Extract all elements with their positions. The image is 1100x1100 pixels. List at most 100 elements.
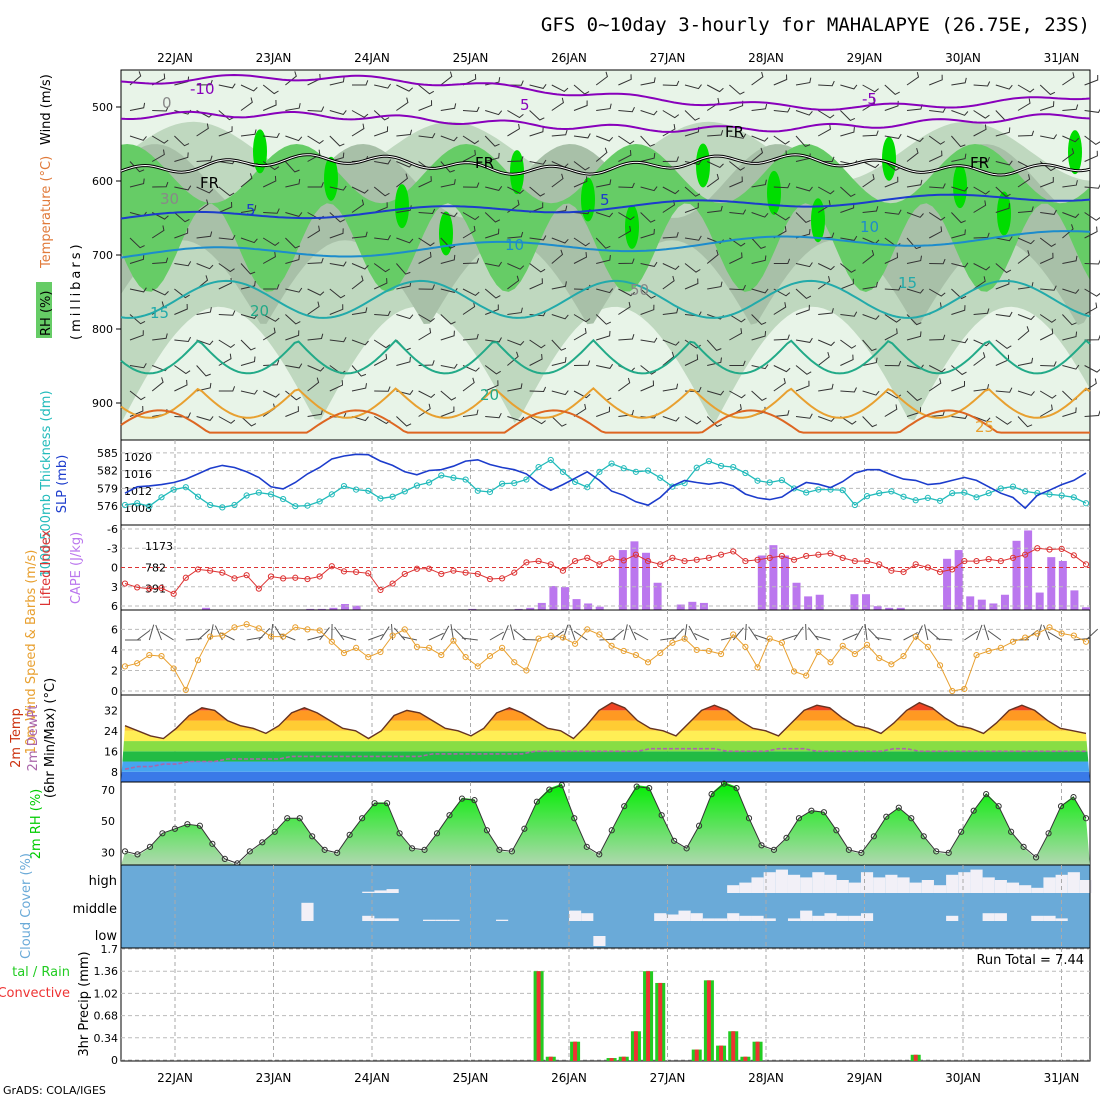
wind-barb (884, 252, 899, 264)
wind10m-speed-line-point (255, 625, 262, 632)
wind-barb (307, 377, 320, 392)
contour-labels: -10 5 -5 FR 5 10 15 20 25 50 30 0 FR FR FR 5 10 15 20 (150, 80, 994, 436)
cloud-cell (362, 915, 375, 921)
wind10m-barb (148, 624, 155, 641)
contour-label: FR (200, 174, 219, 192)
cloud-cell (1079, 880, 1093, 893)
wind-barb (729, 209, 747, 215)
wind-barb (928, 150, 943, 162)
rh2m-line-point (458, 795, 466, 802)
lifted-axis-label: Lifted Index (39, 529, 54, 606)
cape-bar (584, 603, 593, 610)
y-tick-label: 50 (101, 815, 115, 828)
lifted-index-line-point (815, 551, 822, 558)
wind-barb (729, 390, 746, 399)
wind10m-barb (983, 624, 990, 641)
wind-barb (174, 135, 190, 147)
lifted-index-line-point (353, 568, 360, 576)
precip-conv-bar (706, 980, 711, 1061)
wind-barb (396, 416, 412, 427)
wind-barb (484, 365, 501, 375)
wind-barb (1039, 390, 1057, 399)
cape-axis-label: CAPE (J/kg) (69, 532, 84, 604)
bottom-date-label: 26JAN (551, 1071, 587, 1085)
thickness-line-point (219, 504, 226, 511)
wind-barb (1062, 407, 1077, 417)
wind-barb (662, 351, 675, 366)
top-date-label: 29JAN (847, 51, 883, 65)
cape-bar (792, 582, 801, 610)
wind10m-speed-line-point (851, 650, 858, 658)
wind-barb (485, 261, 503, 267)
wind-barb (951, 110, 969, 116)
wind-barb (640, 304, 655, 315)
wind-barb (551, 97, 564, 111)
wind-barb (596, 179, 612, 188)
lifted-index-line-point (924, 564, 931, 571)
wind-barb (396, 314, 414, 320)
wind-barb (573, 237, 590, 247)
top-date-label: 25JAN (453, 51, 489, 65)
rh2m-line-point (184, 821, 191, 828)
temp-bands (121, 702, 1090, 782)
rh2m-line-point (795, 815, 803, 822)
wind-barb (573, 403, 587, 417)
wind10m-barb (1085, 628, 1099, 641)
wind-barb (551, 390, 569, 396)
wind-barb (440, 314, 456, 325)
cape-bar (954, 550, 963, 610)
wind10m-barb (562, 624, 569, 641)
top-date-axis: 22JAN 22JAN 23JAN 23JAN 24JAN 24JAN 25JAN 25JAN… (157, 51, 1079, 1085)
top-date-label: 22JAN (157, 51, 193, 65)
contour-label: -10 (190, 80, 215, 98)
rh2m-line-point (483, 827, 491, 834)
wind10m-speed-line-point (754, 664, 761, 671)
precip-conv-bar (633, 1031, 638, 1061)
wind-barb (196, 199, 209, 213)
wind10m-speed-line-point (401, 626, 408, 633)
wind-barb (329, 304, 344, 315)
cloud-panel: low middle high Cloud Cover (%) (19, 853, 1093, 959)
cloud-cell (982, 913, 995, 921)
cloud-cell (714, 918, 728, 921)
rh2m-line-point (346, 831, 353, 838)
wind-barb (218, 339, 235, 349)
wind10m-speed-line-point (644, 659, 652, 666)
wind-barb (618, 74, 632, 86)
wind-barb (440, 288, 458, 293)
wind-barb (884, 360, 902, 367)
cloud-cell (496, 919, 509, 921)
upper-left-labels: RH (%) Temperature (°C) Wind (m/s) (mill… (36, 74, 84, 340)
contour-label: 30 (160, 190, 179, 208)
y-tick-label: 1.02 (94, 987, 119, 1000)
cloud-cell (666, 914, 679, 921)
wind-barb (596, 406, 610, 417)
cloud-cell (751, 915, 764, 921)
wind-barb (307, 301, 320, 315)
thickness-line-point (450, 474, 457, 481)
temp-band (121, 702, 1090, 711)
wind-barb (551, 237, 569, 244)
wind-barb (751, 212, 769, 218)
wind10m-speed-line-point (657, 649, 664, 657)
wind-barb (751, 179, 767, 188)
cloud-level-label: low (95, 929, 118, 944)
wind-barb (1017, 416, 1033, 428)
cloud-cell (569, 910, 582, 921)
y-tick-label: -6 (107, 523, 118, 536)
wind-barb (218, 126, 233, 137)
lifted-index-line-point (693, 556, 700, 563)
cape-bar (653, 582, 662, 610)
wind-barb (1039, 404, 1053, 417)
bottom-date-label: 29JAN (847, 1071, 883, 1085)
wind-barb (484, 212, 501, 223)
temp-line (124, 701, 1087, 740)
wind-barb (618, 212, 635, 221)
thickness-axis-label: 1000-500mb Thickness (dm) (39, 390, 54, 577)
thickness-line-point (280, 495, 287, 503)
wind-barb (928, 288, 946, 297)
contour-30 (120, 409, 1090, 434)
temp-band (121, 751, 1090, 762)
wind10m-barb (209, 624, 214, 641)
wind-barb (1084, 226, 1098, 239)
